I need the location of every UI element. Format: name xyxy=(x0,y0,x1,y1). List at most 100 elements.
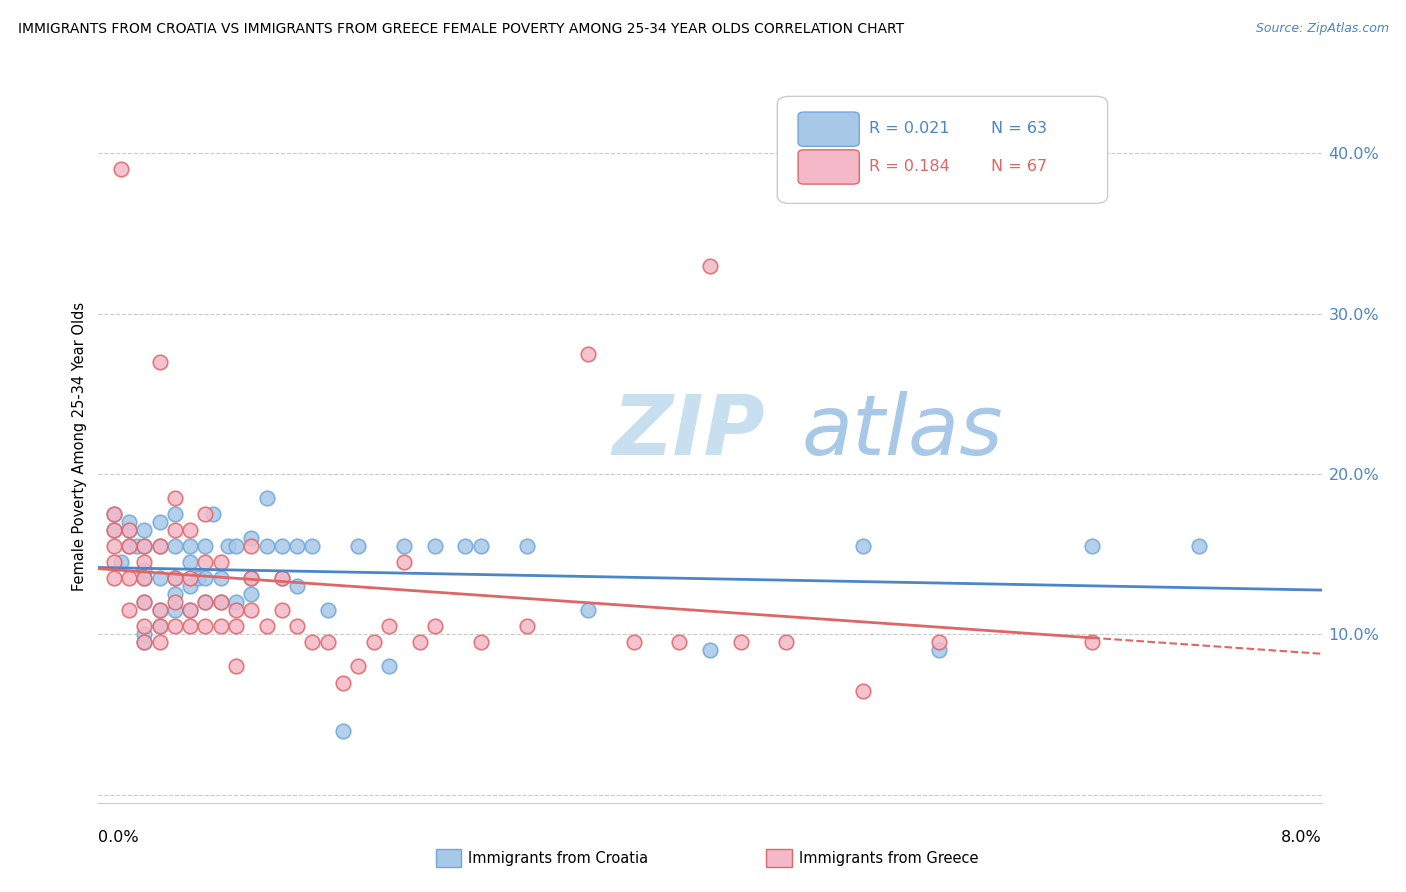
Point xyxy=(134,523,156,537)
Point xyxy=(347,539,370,553)
Point xyxy=(149,355,172,369)
Point xyxy=(576,347,599,361)
Text: IMMIGRANTS FROM CROATIA VS IMMIGRANTS FROM GREECE FEMALE POVERTY AMONG 25-34 YEA: IMMIGRANTS FROM CROATIA VS IMMIGRANTS FR… xyxy=(18,22,904,37)
Point xyxy=(163,603,186,617)
Point xyxy=(134,571,156,585)
Point xyxy=(179,571,201,585)
Text: R = 0.021: R = 0.021 xyxy=(869,121,949,136)
Text: N = 67: N = 67 xyxy=(991,159,1047,174)
Point xyxy=(103,523,125,537)
Text: Immigrants from Greece: Immigrants from Greece xyxy=(799,851,979,865)
Point xyxy=(134,539,156,553)
Point xyxy=(301,635,323,649)
Point xyxy=(363,635,385,649)
Point xyxy=(378,619,401,633)
Point xyxy=(270,571,294,585)
Point xyxy=(423,619,446,633)
Point xyxy=(163,539,186,553)
Point xyxy=(179,539,201,553)
Text: ZIP: ZIP xyxy=(612,392,765,472)
Point xyxy=(103,555,125,569)
Point xyxy=(699,643,721,657)
Point xyxy=(149,603,172,617)
Point xyxy=(576,603,599,617)
Point xyxy=(392,555,416,569)
Point xyxy=(240,531,263,545)
Point xyxy=(623,635,645,649)
Point xyxy=(332,723,354,738)
Point xyxy=(270,539,294,553)
Point xyxy=(134,539,156,553)
Point xyxy=(118,603,141,617)
Point xyxy=(103,571,125,585)
Text: R = 0.184: R = 0.184 xyxy=(869,159,950,174)
Point xyxy=(163,619,186,633)
Point xyxy=(149,619,172,633)
Point xyxy=(149,515,172,529)
Point xyxy=(516,619,538,633)
Point xyxy=(285,579,308,593)
Point xyxy=(118,523,141,537)
Point xyxy=(392,539,416,553)
Point xyxy=(240,539,263,553)
Point xyxy=(668,635,690,649)
Point xyxy=(118,515,141,529)
Point xyxy=(240,571,263,585)
Point xyxy=(240,603,263,617)
Point xyxy=(134,595,156,609)
Point xyxy=(110,555,132,569)
Point xyxy=(332,675,354,690)
Point xyxy=(194,555,217,569)
Text: N = 63: N = 63 xyxy=(991,121,1047,136)
Point xyxy=(285,539,308,553)
Point xyxy=(103,523,125,537)
Point xyxy=(118,523,141,537)
Point xyxy=(149,619,172,633)
Point xyxy=(179,603,201,617)
Point xyxy=(118,539,141,553)
Point xyxy=(378,659,401,673)
Text: 8.0%: 8.0% xyxy=(1281,830,1322,845)
Point xyxy=(240,571,263,585)
Point xyxy=(202,507,225,521)
Point xyxy=(516,539,538,553)
Point xyxy=(110,162,132,177)
Point xyxy=(928,635,950,649)
Point xyxy=(163,587,186,601)
Point xyxy=(103,539,125,553)
Point xyxy=(163,507,186,521)
Point xyxy=(209,571,232,585)
Point xyxy=(209,595,232,609)
FancyBboxPatch shape xyxy=(778,96,1108,203)
Point xyxy=(149,571,172,585)
Point xyxy=(217,539,239,553)
Point xyxy=(928,643,950,657)
Point xyxy=(163,491,186,505)
Point xyxy=(301,539,323,553)
Point xyxy=(194,539,217,553)
Point xyxy=(134,635,156,649)
Point xyxy=(209,619,232,633)
Point xyxy=(194,571,217,585)
Point xyxy=(179,555,201,569)
Point xyxy=(134,595,156,609)
Point xyxy=(225,603,247,617)
Point xyxy=(1188,539,1211,553)
Point xyxy=(118,571,141,585)
Point xyxy=(852,539,875,553)
Point xyxy=(134,571,156,585)
FancyBboxPatch shape xyxy=(799,150,859,184)
Point xyxy=(699,259,721,273)
Point xyxy=(134,635,156,649)
Point xyxy=(1081,635,1104,649)
Point xyxy=(134,627,156,641)
Point xyxy=(225,619,247,633)
Point xyxy=(775,635,797,649)
Y-axis label: Female Poverty Among 25-34 Year Olds: Female Poverty Among 25-34 Year Olds xyxy=(72,301,87,591)
Point xyxy=(1081,539,1104,553)
Point xyxy=(179,619,201,633)
Point xyxy=(187,571,209,585)
Point xyxy=(285,619,308,633)
Point xyxy=(149,539,172,553)
Text: 0.0%: 0.0% xyxy=(98,830,139,845)
